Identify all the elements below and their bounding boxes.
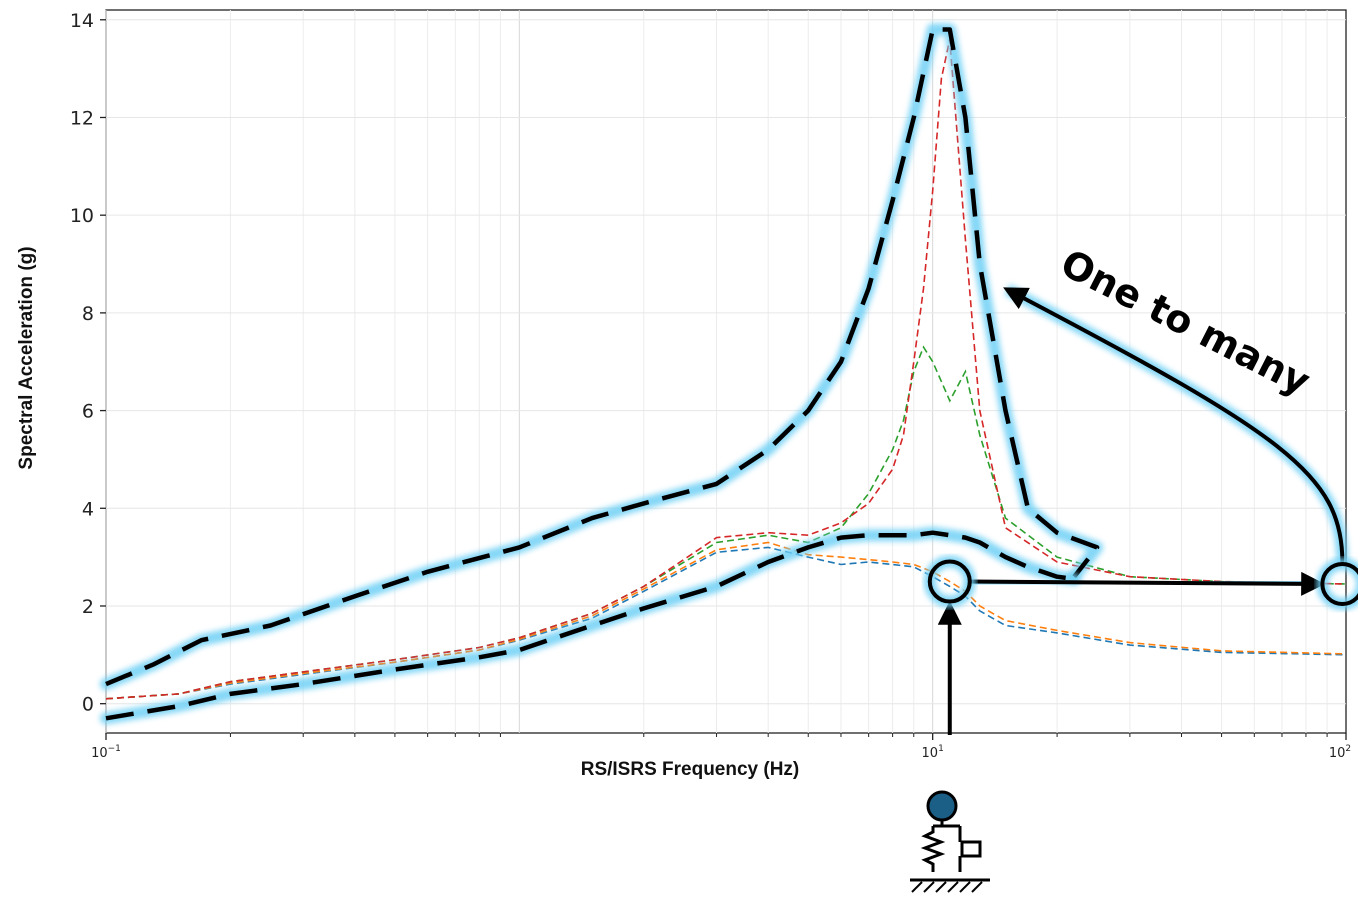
y-tick-label: 6 (82, 401, 94, 423)
series-lines (105, 39, 1347, 700)
grid (105, 10, 1346, 733)
series-line (105, 541, 1347, 700)
y-tick-label: 12 (70, 107, 94, 129)
marked-point-circle (927, 559, 972, 604)
y-tick-label: 10 (70, 205, 94, 227)
y-tick-label: 0 (82, 694, 94, 716)
y-axis-title: Spectral Acceleration (g) (16, 246, 37, 469)
far-point-circle (1320, 562, 1358, 606)
y-tick-label: 14 (70, 10, 94, 32)
upper-envelope (105, 27, 1100, 687)
x-tick-label: 10−1 (91, 744, 121, 761)
y-tick-label: 4 (82, 498, 94, 520)
series-line (105, 39, 1347, 700)
axes: 0 2 4 6 8 10 12 14 10−1 101 102 (70, 10, 1351, 761)
annotation-layer (923, 284, 1358, 735)
x-tick-label: 102 (1329, 744, 1351, 761)
y-tick-label: 2 (82, 596, 94, 618)
sdof-oscillator-icon (910, 790, 990, 893)
x-axis-title: RS/ISRS Frequency (Hz) (581, 759, 800, 780)
x-tick-label: 101 (922, 744, 944, 761)
y-tick-label: 8 (82, 303, 94, 325)
lower-envelope (105, 530, 1075, 721)
one-to-many-arrow (1003, 287, 1345, 563)
envelope-annotations (100, 23, 1104, 725)
projection-arrow (969, 571, 1326, 596)
